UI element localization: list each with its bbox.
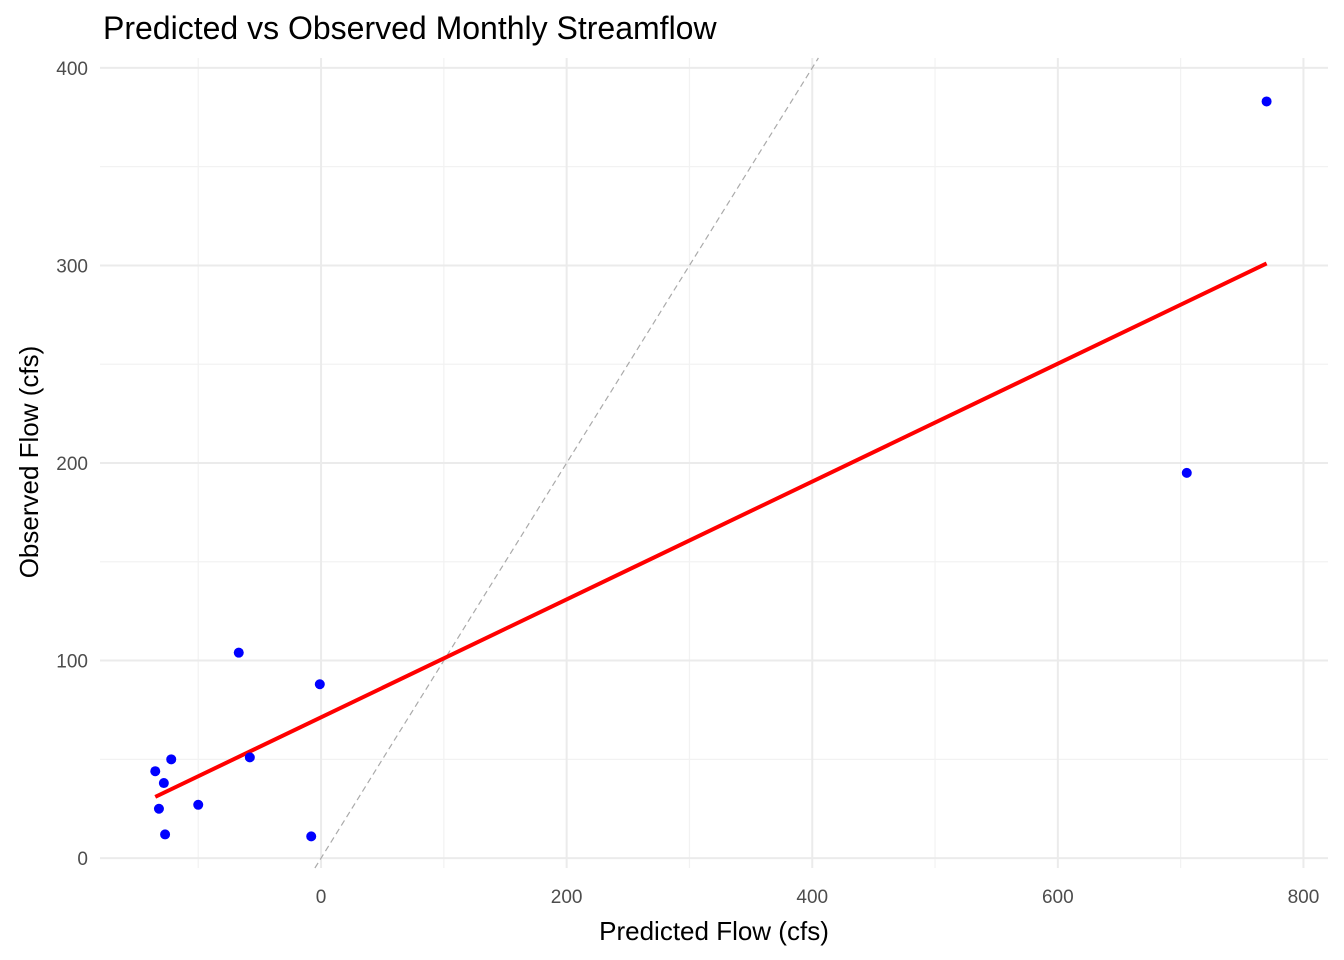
x-tick-labels: 0 200 400 600 800 <box>316 887 1320 908</box>
data-point <box>306 831 317 842</box>
fit-line-layer <box>154 261 1268 799</box>
x-axis-title: Predicted Flow (cfs) <box>599 916 829 946</box>
y-tick-labels: 0 100 200 300 400 <box>56 59 88 870</box>
data-point <box>158 778 169 789</box>
data-point <box>193 799 204 810</box>
x-tick-label: 0 <box>316 887 327 908</box>
x-tick-label: 600 <box>1042 887 1074 908</box>
data-point <box>166 754 177 765</box>
data-point <box>314 679 325 690</box>
y-tick-label: 200 <box>56 454 88 475</box>
data-point <box>233 647 244 658</box>
y-tick-label: 100 <box>56 652 88 673</box>
data-point <box>244 752 255 763</box>
y-axis-title: Observed Flow (cfs) <box>14 346 44 579</box>
reference-line-layer <box>314 57 819 869</box>
reference-line <box>314 57 819 869</box>
y-tick-label: 0 <box>77 849 88 870</box>
data-point <box>1181 467 1192 478</box>
data-point <box>1261 96 1272 107</box>
data-point <box>150 766 161 777</box>
x-tick-label: 400 <box>796 887 828 908</box>
x-tick-label: 200 <box>551 887 583 908</box>
fit-line <box>154 261 1268 799</box>
data-point <box>153 803 164 814</box>
grid-major <box>100 58 1328 868</box>
points-layer <box>150 96 1272 842</box>
chart-title: Predicted vs Observed Monthly Streamflow <box>103 10 717 46</box>
data-point <box>160 829 171 840</box>
y-tick-label: 400 <box>56 59 88 80</box>
x-tick-label: 800 <box>1288 887 1320 908</box>
y-tick-label: 300 <box>56 256 88 277</box>
